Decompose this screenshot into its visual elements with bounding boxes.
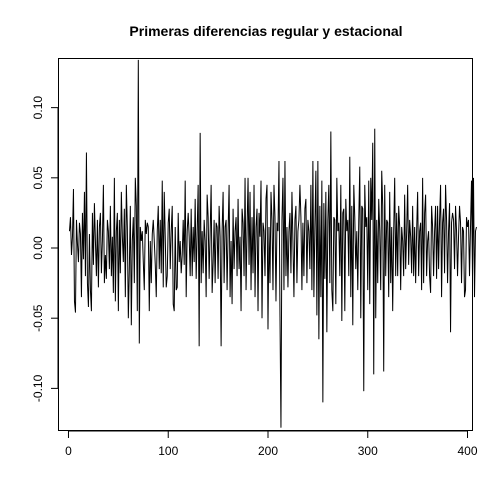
y-tick-label: 0.00: [31, 236, 45, 260]
y-tick-label: -0.05: [31, 304, 45, 332]
x-tick-label: 0: [65, 444, 72, 458]
y-tick-label: 0.10: [31, 96, 45, 120]
x-tick-label: 400: [457, 444, 477, 458]
series-line: [68, 59, 477, 428]
x-axis: 0 100 200 300 400: [65, 430, 478, 458]
x-tick-label: 200: [258, 444, 278, 458]
y-tick-label: 0.05: [31, 166, 45, 190]
chart-title: Primeras diferencias regular y estaciona…: [129, 23, 402, 39]
y-tick-label: -0.10: [31, 374, 45, 402]
y-axis: -0.10 -0.05 0.00 0.05 0.10: [31, 96, 59, 402]
x-tick-label: 100: [158, 444, 178, 458]
x-tick-label: 300: [358, 444, 378, 458]
